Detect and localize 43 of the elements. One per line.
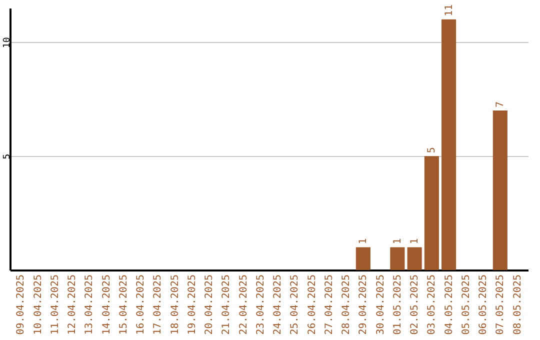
data-label: 1: [410, 238, 421, 244]
bar: [424, 156, 439, 270]
x-tick-label: 29.04.2025: [358, 274, 370, 335]
x-tick-label: 03.05.2025: [426, 274, 438, 335]
x-tick-label: 10.04.2025: [32, 274, 44, 335]
x-tick-label: 09.04.2025: [16, 274, 27, 335]
x-tick-label: 13.04.2025: [84, 274, 96, 335]
x-tick-label: 02.05.2025: [410, 274, 421, 335]
data-label: 1: [392, 238, 404, 244]
x-tick-label: 08.05.2025: [512, 274, 524, 335]
x-tick-label: 19.04.2025: [186, 274, 198, 335]
bar: [356, 247, 370, 270]
x-tick-label: 04.05.2025: [444, 274, 455, 335]
x-tick-label: 21.04.2025: [221, 274, 232, 335]
x-tick-label: 05.05.2025: [460, 274, 472, 335]
bar: [492, 110, 508, 270]
x-tick-label: 30.04.2025: [375, 274, 386, 335]
x-tick-label: 15.04.2025: [118, 274, 130, 335]
x-tick-label: 06.05.2025: [478, 274, 490, 335]
x-tick-label: 20.04.2025: [204, 274, 216, 335]
x-tick-label: 12.04.2025: [67, 274, 78, 335]
x-tick-label: 22.04.2025: [238, 274, 250, 335]
x-tick-label: 17.04.2025: [152, 274, 164, 335]
x-tick-label: 27.04.2025: [324, 274, 335, 335]
data-label: 11: [444, 4, 455, 16]
x-tick-label: 18.04.2025: [170, 274, 181, 335]
x-tick-label: 11.04.2025: [50, 274, 61, 335]
data-label: 5: [426, 147, 438, 154]
x-tick-label: 07.05.2025: [495, 274, 506, 335]
data-label: 1: [358, 238, 370, 244]
x-tick-label: 26.04.2025: [306, 274, 318, 335]
x-tick-label: 14.04.2025: [101, 274, 112, 335]
bar: [407, 247, 422, 270]
bar: [390, 247, 405, 270]
x-tick-label: 23.04.2025: [255, 274, 266, 335]
x-tick-label: 01.05.2025: [392, 274, 404, 335]
x-tick-label: 28.04.2025: [341, 274, 352, 335]
data-label: 7: [495, 101, 506, 108]
x-tick-label: 24.04.2025: [272, 274, 284, 335]
bar: [442, 19, 456, 270]
x-tick-label: 25.04.2025: [290, 274, 301, 335]
x-tick-label: 16.04.2025: [136, 274, 147, 335]
y-tick-label: 10: [2, 37, 12, 48]
